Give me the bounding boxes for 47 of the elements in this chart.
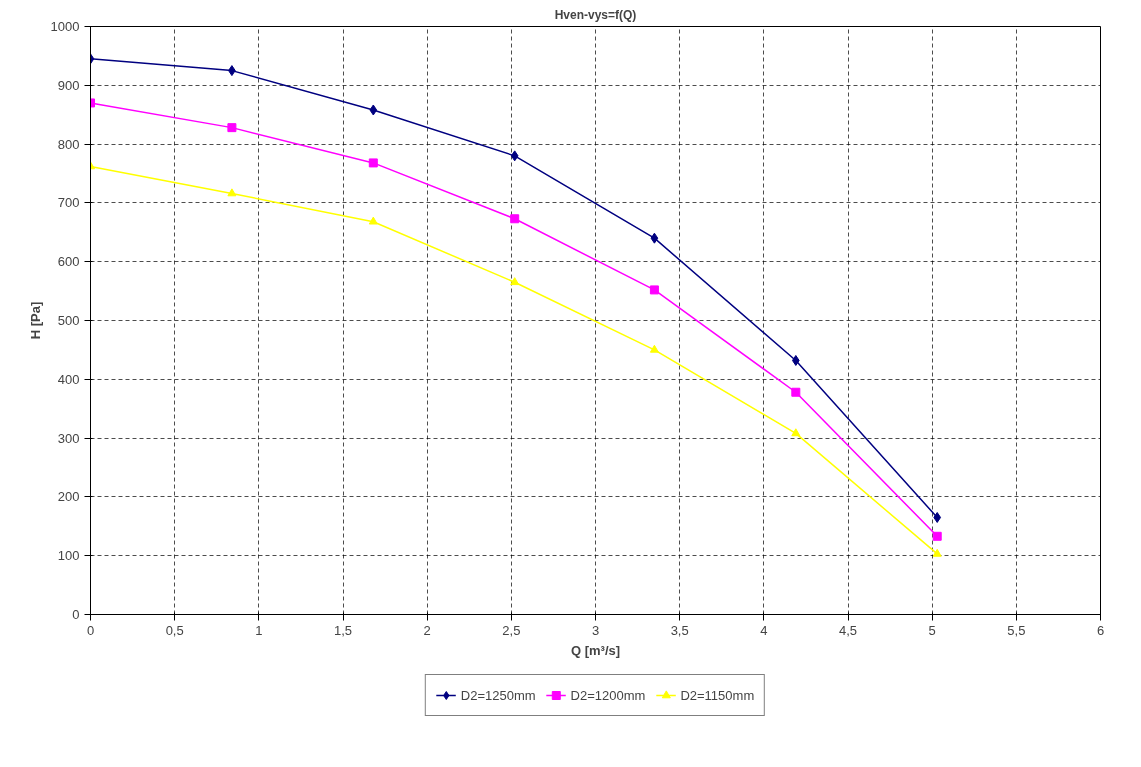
point bbox=[791, 354, 800, 366]
legend-label: D2=1150mm bbox=[680, 687, 755, 703]
x-tick-label: 6 bbox=[1096, 622, 1105, 638]
x-tick-label: 5,5 bbox=[1007, 622, 1026, 638]
point bbox=[932, 548, 942, 557]
x-tick-label: 1,5 bbox=[333, 622, 353, 638]
point bbox=[791, 387, 801, 397]
point bbox=[510, 214, 520, 224]
y-axis-title: H [Pa] bbox=[27, 301, 43, 340]
point bbox=[227, 123, 237, 133]
point bbox=[791, 428, 801, 437]
x-tick-label: 5 bbox=[928, 622, 936, 638]
x-tick-label: 1 bbox=[255, 622, 263, 638]
x-tick-label: 2,5 bbox=[502, 622, 521, 638]
point bbox=[510, 277, 520, 286]
x-tick-label: 2 bbox=[423, 622, 431, 638]
y-tick-label: 400 bbox=[57, 371, 80, 387]
x-tick-label: 4 bbox=[760, 622, 768, 638]
x-axis-title: Q [m³/s] bbox=[570, 642, 621, 658]
y-tick-label: 600 bbox=[57, 254, 80, 270]
y-tick-label: 100 bbox=[57, 548, 80, 564]
y-tick-label: 0 bbox=[72, 607, 80, 622]
x-tick-label: 0,5 bbox=[165, 622, 184, 638]
x-tick-label: 0 bbox=[86, 622, 95, 638]
legend-label: D2=1250mm bbox=[460, 687, 536, 703]
y-tick-label: 500 bbox=[57, 313, 80, 328]
point bbox=[933, 511, 942, 523]
y-tick-label: 700 bbox=[57, 195, 80, 211]
x-tick-label: 4,5 bbox=[838, 622, 858, 638]
point bbox=[649, 344, 659, 353]
y-tick-label: 800 bbox=[57, 136, 80, 152]
y-tick-label: 900 bbox=[57, 77, 80, 93]
point bbox=[510, 150, 519, 162]
point bbox=[649, 285, 659, 295]
chart-title: Hven-vys=f(Q) bbox=[554, 7, 637, 22]
y-tick-label: 300 bbox=[57, 430, 80, 446]
point bbox=[227, 188, 237, 197]
x-tick-label: 3 bbox=[591, 622, 600, 638]
x-tick-label: 3,5 bbox=[670, 622, 689, 638]
point bbox=[650, 232, 659, 244]
y-tick-label: 1000 bbox=[50, 19, 80, 34]
point bbox=[932, 531, 942, 541]
point bbox=[368, 216, 378, 225]
point bbox=[368, 158, 378, 168]
point bbox=[369, 104, 378, 116]
y-tick-label: 200 bbox=[57, 489, 80, 505]
legend-label: D2=1200mm bbox=[570, 687, 646, 703]
